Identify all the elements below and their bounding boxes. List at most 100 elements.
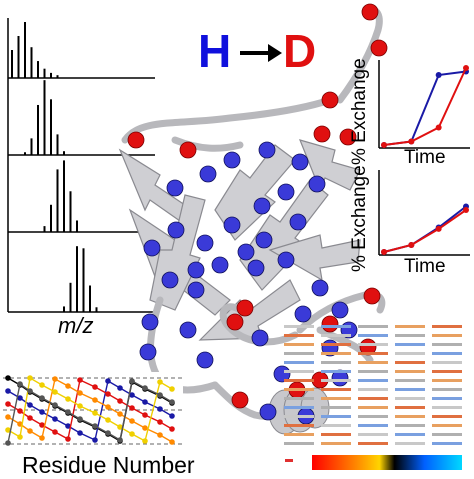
residue-point (129, 392, 135, 398)
peptide-bar (321, 325, 351, 328)
scale-key (285, 459, 293, 462)
peptide-bar (358, 379, 388, 382)
hydrogen-atom (289, 213, 307, 231)
peptide-bar (395, 388, 425, 391)
deuterium-atom (231, 391, 249, 409)
peptide-bar (321, 424, 351, 427)
uptake-point (408, 242, 415, 248)
deuterium-atom (179, 141, 197, 159)
hydrogen-atom (311, 279, 329, 297)
loop (171, 136, 244, 152)
peptide-bar (321, 352, 351, 355)
peptide-bar (432, 325, 462, 328)
peptide-bar (321, 415, 351, 418)
peptide-bar (284, 325, 314, 328)
peptide-bar (321, 370, 351, 373)
residue-point (157, 379, 163, 385)
hydrogen-atom (167, 221, 185, 239)
residue-point (65, 436, 71, 442)
residue-point (52, 376, 58, 382)
residue-point (5, 375, 11, 381)
residue-point (17, 395, 23, 401)
hydrogen-atom (141, 313, 159, 331)
hydrogen-atom (187, 261, 205, 279)
residue-point (105, 430, 111, 436)
peptide-bar (358, 361, 388, 364)
residue-point (65, 396, 71, 402)
peptide-bar (358, 424, 388, 427)
peptide-bar (432, 370, 462, 373)
residue-point (117, 385, 123, 391)
mz-axis-label: m/z (58, 313, 94, 338)
residue-point (92, 384, 98, 390)
hydrogen-atom (277, 251, 295, 269)
deuterium-atom (361, 3, 379, 21)
peptide-bar (358, 343, 388, 346)
residue-difference-traces (5, 375, 175, 446)
residue-point (117, 398, 123, 404)
peptide-bar (395, 325, 425, 328)
peptide-bar (395, 343, 425, 346)
residue-point (142, 438, 148, 444)
residue-point (142, 399, 148, 405)
uptake-point (435, 72, 442, 78)
residue-point (77, 403, 83, 409)
beta-strand (268, 234, 361, 282)
residue-point (5, 388, 11, 394)
uptake-plot-2 (378, 170, 470, 256)
residue-number-label: Residue Number (22, 452, 195, 478)
hydrogen-atom (258, 141, 276, 159)
hydrogen-atom (277, 183, 295, 201)
residue-point (17, 408, 23, 414)
uptake-point (435, 124, 442, 131)
peptide-bar (395, 415, 425, 418)
residue-point (129, 405, 135, 411)
uptake-2-xlabel: Time (404, 256, 446, 277)
hydrogen-label: H (198, 25, 232, 77)
peptide-bar (321, 379, 351, 382)
uptake-series-line (383, 209, 467, 253)
residue-point (52, 402, 58, 408)
residue-point (5, 414, 11, 420)
peptide-bar (321, 361, 351, 364)
peptide-bar (395, 361, 425, 364)
peptide-bar (358, 370, 388, 373)
uptake-plot-1 (378, 60, 470, 149)
exchange-arrow (240, 44, 282, 62)
color-scale-bar (312, 455, 462, 470)
hydrogen-atom (253, 197, 271, 215)
residue-point (117, 424, 123, 430)
hydrogen-atom (237, 243, 255, 261)
residue-point (17, 434, 23, 440)
peptide-bar (358, 415, 388, 418)
residue-point (5, 401, 11, 407)
residue-point (77, 416, 83, 422)
hydrogen-atom (331, 301, 349, 319)
peptide-bar (284, 388, 314, 391)
deuterium-atom (313, 125, 331, 143)
uptake-point (381, 142, 387, 148)
deuterium-atom (321, 91, 339, 109)
uptake-point (381, 249, 387, 255)
peptide-bar (321, 334, 351, 337)
peptide-bar (321, 397, 351, 400)
peptide-bar (358, 406, 388, 409)
peptide-bar (284, 334, 314, 337)
hydrogen-atom (179, 321, 197, 339)
residue-point (27, 388, 33, 394)
residue-point (77, 377, 83, 383)
peptide-bar (395, 379, 425, 382)
loop (121, 96, 334, 144)
residue-point (52, 389, 58, 395)
hydrogen-atom (255, 231, 273, 249)
residue-point (77, 390, 83, 396)
peptide-bar (284, 406, 314, 409)
residue-point (142, 385, 148, 391)
hydrogen-atom (196, 351, 214, 369)
peptide-bar (358, 325, 388, 328)
mass-spectra-stack (7, 18, 155, 313)
uptake-point (408, 138, 415, 145)
residue-point (117, 437, 123, 443)
uptake-curves-2 (381, 203, 469, 255)
